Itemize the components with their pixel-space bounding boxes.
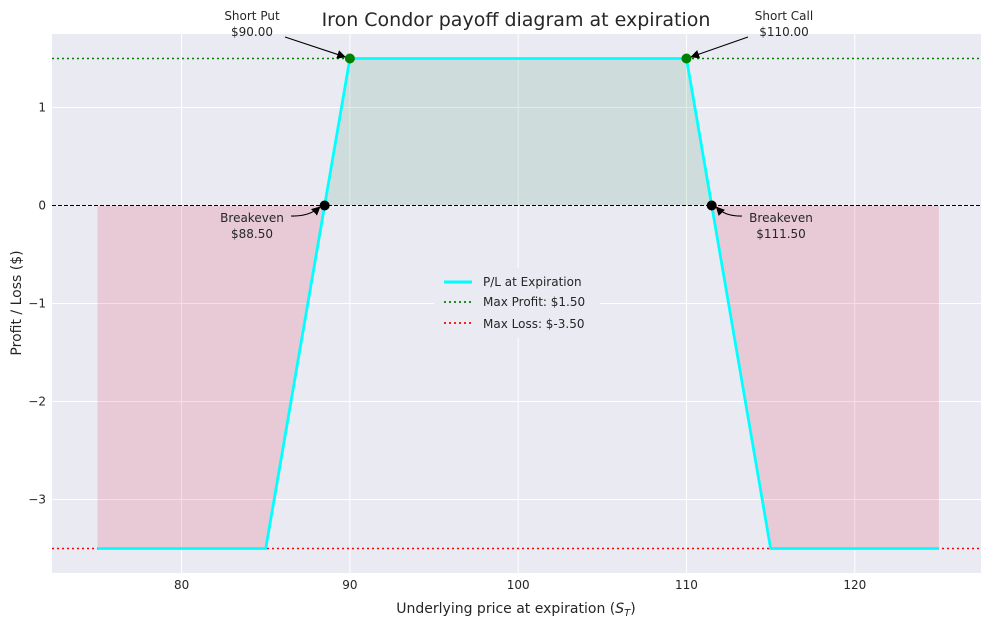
- y-tick-label-2: −1: [28, 297, 46, 311]
- x-axis-label-math: S: [615, 601, 624, 617]
- annotations: Short Put $90.00 Short Call $110.00 Breakeve…: [220, 9, 813, 241]
- y-tick-label-4: 1: [38, 101, 46, 115]
- breakeven-high-marker: [706, 200, 717, 211]
- x-axis-label-text: Underlying price at expiration (: [396, 601, 615, 617]
- legend-label-max-profit: Max Profit: $1.50: [483, 295, 585, 309]
- short-put-label-0: Short Put: [224, 9, 280, 23]
- pl-fills: [97, 58, 939, 549]
- reference-lines: [52, 57, 981, 550]
- x-tick-label-1: 90: [342, 578, 357, 592]
- short-call-label-0: Short Call: [755, 9, 813, 23]
- x-axis-label-sub: T: [624, 608, 631, 619]
- short-call-arrow: [690, 36, 749, 59]
- pl-line: [97, 57, 939, 550]
- legend-label-pl: P/L at Expiration: [483, 275, 582, 289]
- tick-labels: 80 90 100 110 120 −3 −2 −1 0 1: [28, 101, 866, 593]
- loss-fill-left: [97, 205, 325, 549]
- breakeven-high-arrow: [715, 206, 743, 217]
- breakeven-low-marker: [319, 200, 330, 211]
- annotation-markers: [319, 53, 717, 211]
- breakeven-low-label-1: $88.50: [231, 227, 273, 241]
- x-tick-label-3: 110: [675, 578, 698, 592]
- legend-label-max-loss: Max Loss: $-3.50: [483, 317, 584, 331]
- x-tick-label-4: 120: [843, 578, 866, 592]
- x-axis-label-end: ): [630, 601, 635, 617]
- y-tick-label-3: 0: [38, 199, 46, 213]
- breakeven-high-label-0: Breakeven: [749, 211, 813, 225]
- series-lines: [97, 57, 939, 550]
- legend: P/L at Expiration Max Profit: $1.50 Max …: [434, 268, 600, 338]
- breakeven-low-arrow: [290, 206, 321, 217]
- x-axis-label: Underlying price at expiration (ST): [396, 601, 635, 619]
- chart-title: Iron Condor payoff diagram at expiration: [322, 9, 711, 31]
- short-put-arrow: [284, 36, 346, 59]
- short-call-marker: [681, 53, 692, 64]
- profit-fill: [324, 58, 712, 206]
- short-call-label-1: $110.00: [759, 25, 809, 39]
- short-put-label-1: $90.00: [231, 25, 273, 39]
- x-tick-label-2: 100: [507, 578, 530, 592]
- y-tick-label-0: −3: [28, 493, 46, 507]
- y-tick-label-1: −2: [28, 395, 46, 409]
- breakeven-low-label-0: Breakeven: [220, 211, 284, 225]
- short-put-marker: [344, 53, 355, 64]
- y-axis-label: Profit / Loss ($): [9, 250, 25, 355]
- breakeven-high-label-1: $111.50: [756, 227, 806, 241]
- x-tick-label-0: 80: [174, 578, 189, 592]
- legend-box: [434, 268, 600, 338]
- loss-fill-right: [711, 205, 939, 549]
